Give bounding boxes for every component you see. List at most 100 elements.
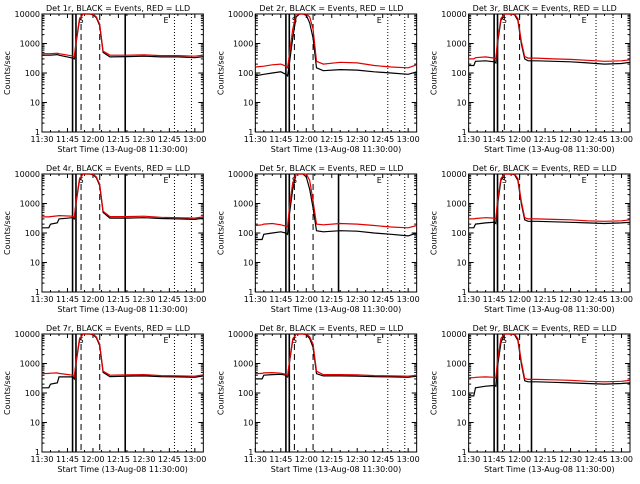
x-tick-label: 12:45 bbox=[371, 295, 394, 304]
x-tick-label: 12:15 bbox=[534, 455, 557, 464]
plot-frame bbox=[41, 173, 204, 293]
y-tick-label: 10000 bbox=[228, 170, 253, 179]
y-tick-label: 10000 bbox=[15, 10, 40, 19]
det-panel-5: 11:30 11:45 12:00 12:15 12:30 12:45 13:00 1 10 10… bbox=[216, 164, 419, 314]
x-tick-label: 13:00 bbox=[610, 295, 633, 304]
x-tick-label: 12:15 bbox=[320, 455, 343, 464]
y-tick-label: 1000 bbox=[233, 200, 253, 209]
x-tick-label: 13:00 bbox=[610, 135, 633, 144]
x-tick-label: 12:45 bbox=[371, 135, 394, 144]
series-lld bbox=[41, 333, 204, 378]
panel-title: Det 5r, BLACK = Events, RED = LLD bbox=[259, 164, 403, 173]
plot-frame bbox=[41, 13, 204, 133]
x-axis-label: Start Time (13-Aug-08 11:30:00) bbox=[57, 145, 188, 154]
x-tick-label: 12:45 bbox=[158, 135, 181, 144]
x-tick-label: 13:00 bbox=[183, 295, 206, 304]
x-tick-label: 12:15 bbox=[107, 135, 130, 144]
x-tick-label: 11:45 bbox=[269, 135, 292, 144]
det-panel-3: 11:30 11:45 12:00 12:15 12:30 12:45 13:00 1 10 10… bbox=[430, 4, 633, 154]
x-tick-label: 11:45 bbox=[483, 455, 506, 464]
y-tick-label: 10 bbox=[456, 419, 466, 428]
start-marker-label: S bbox=[502, 16, 507, 25]
x-tick-label: 11:45 bbox=[56, 295, 79, 304]
x-tick-label: 11:30 bbox=[457, 135, 480, 144]
y-tick-label: 1000 bbox=[446, 200, 466, 209]
x-axis-label: Start Time (13-Aug-08 11:30:00) bbox=[484, 465, 615, 474]
panel-title: Det 8r, BLACK = Events, RED = LLD bbox=[259, 324, 403, 333]
series-lld bbox=[42, 173, 204, 219]
series-lld bbox=[468, 13, 631, 62]
y-tick-label: 10 bbox=[30, 419, 40, 428]
x-tick-label: 12:00 bbox=[81, 295, 104, 304]
x-tick-label: 11:30 bbox=[244, 455, 267, 464]
x-tick-label: 12:45 bbox=[584, 295, 607, 304]
x-tick-label: 13:00 bbox=[397, 135, 420, 144]
end-marker-label: E bbox=[582, 16, 587, 25]
x-tick-label: 12:30 bbox=[346, 455, 369, 464]
series-events bbox=[255, 333, 417, 380]
panel-title: Det 9r, BLACK = Events, RED = LLD bbox=[473, 324, 617, 333]
y-tick-label: 10000 bbox=[441, 10, 466, 19]
y-tick-label: 1000 bbox=[233, 40, 253, 49]
x-tick-label: 12:45 bbox=[158, 455, 181, 464]
x-tick-label: 12:15 bbox=[534, 135, 557, 144]
plot-frame bbox=[41, 333, 204, 453]
panel-title: Det 3r, BLACK = Events, RED = LLD bbox=[473, 4, 617, 13]
y-axis-label: Counts/sec bbox=[430, 371, 439, 415]
y-tick-label: 1 bbox=[35, 288, 40, 297]
panel-title: Det 1r, BLACK = Events, RED = LLD bbox=[46, 4, 190, 13]
y-tick-label: 1 bbox=[462, 288, 467, 297]
start-marker-label: S bbox=[79, 16, 84, 25]
end-marker-label: E bbox=[582, 176, 587, 185]
y-axis-label: Counts/sec bbox=[216, 51, 225, 95]
x-tick-label: 11:30 bbox=[30, 455, 53, 464]
x-tick-label: 12:00 bbox=[508, 135, 531, 144]
det-panel-6: 11:30 11:45 12:00 12:15 12:30 12:45 13:00 1 10 10… bbox=[430, 164, 633, 314]
x-tick-label: 12:45 bbox=[584, 455, 607, 464]
y-tick-label: 1 bbox=[462, 448, 467, 457]
x-tick-label: 12:15 bbox=[320, 295, 343, 304]
x-tick-label: 12:00 bbox=[508, 455, 531, 464]
x-axis-label: Start Time (13-Aug-08 11:30:00) bbox=[484, 305, 615, 314]
x-tick-label: 12:00 bbox=[81, 455, 104, 464]
x-axis-label: Start Time (13-Aug-08 11:30:00) bbox=[271, 465, 402, 474]
start-marker-label: S bbox=[79, 336, 84, 345]
y-tick-label: 1000 bbox=[20, 40, 40, 49]
det-panel-4: 11:30 11:45 12:00 12:15 12:30 12:45 13:00 1 10 10… bbox=[3, 164, 206, 314]
y-tick-label: 1 bbox=[35, 448, 40, 457]
plot-frame bbox=[254, 333, 418, 453]
x-tick-label: 12:15 bbox=[107, 295, 130, 304]
det-panel-8: 11:30 11:45 12:00 12:15 12:30 12:45 13:00 1 10 10… bbox=[216, 324, 419, 474]
series-lld bbox=[468, 173, 631, 222]
det-panel-7: 11:30 11:45 12:00 12:15 12:30 12:45 13:00 1 10 10… bbox=[3, 324, 206, 474]
x-tick-label: 12:30 bbox=[559, 295, 582, 304]
series-events bbox=[42, 173, 204, 229]
series-lld bbox=[255, 333, 417, 378]
x-tick-label: 12:30 bbox=[132, 455, 155, 464]
x-tick-label: 12:00 bbox=[295, 295, 318, 304]
y-tick-label: 1 bbox=[248, 448, 253, 457]
x-tick-label: 12:30 bbox=[559, 455, 582, 464]
x-tick-label: 13:00 bbox=[183, 455, 206, 464]
end-marker-label: E bbox=[163, 16, 168, 25]
end-marker-label: E bbox=[377, 16, 382, 25]
series-lld bbox=[255, 173, 417, 229]
x-tick-label: 11:30 bbox=[30, 135, 53, 144]
y-tick-label: 10000 bbox=[15, 170, 40, 179]
y-tick-label: 1000 bbox=[20, 200, 40, 209]
plot-frame bbox=[468, 13, 631, 133]
x-axis-label: Start Time (13-Aug-08 11:30:00) bbox=[271, 305, 402, 314]
y-tick-label: 10 bbox=[30, 259, 40, 268]
y-axis-label: Counts/sec bbox=[3, 371, 12, 415]
y-axis-label: Counts/sec bbox=[430, 211, 439, 255]
y-tick-label: 1 bbox=[462, 128, 467, 137]
start-marker-label: S bbox=[79, 176, 84, 185]
x-tick-label: 11:45 bbox=[56, 455, 79, 464]
x-tick-label: 12:00 bbox=[295, 455, 318, 464]
x-tick-label: 12:30 bbox=[346, 135, 369, 144]
x-tick-label: 11:30 bbox=[457, 455, 480, 464]
y-tick-label: 10 bbox=[456, 259, 466, 268]
y-tick-label: 10 bbox=[30, 99, 40, 108]
y-axis-label: Counts/sec bbox=[3, 51, 12, 95]
det-panel-9: 11:30 11:45 12:00 12:15 12:30 12:45 13:00 1 10 10… bbox=[430, 324, 633, 474]
